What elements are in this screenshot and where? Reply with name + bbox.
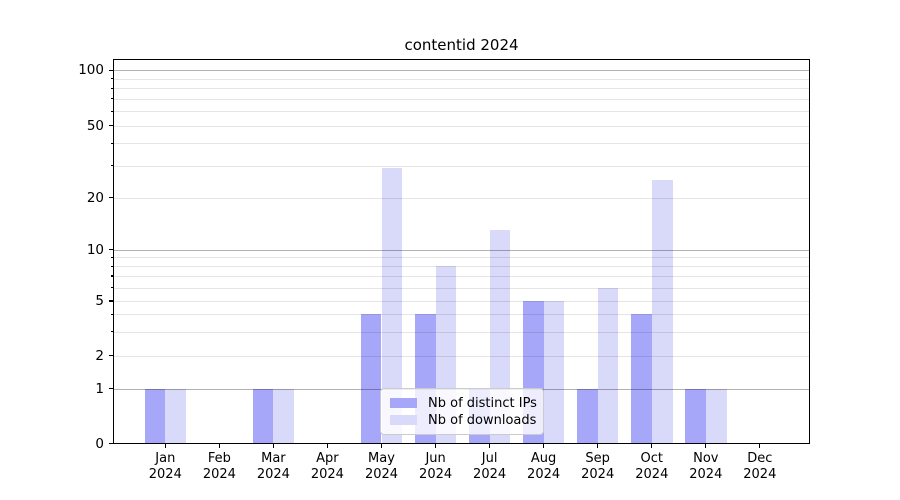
x-tick-apr-2024 <box>326 444 328 448</box>
y-tick-label-2: 2 <box>95 347 104 364</box>
x-tick-label-sep-2024: Sep 2024 <box>581 451 615 482</box>
x-tick-label-jan-2024: Jan 2024 <box>148 451 182 482</box>
x-tick-sep-2024 <box>597 444 599 448</box>
x-tick-nov-2024 <box>705 444 707 448</box>
y-tick-label-10: 10 <box>86 241 104 258</box>
legend: Nb of distinct IPs Nb of downloads <box>380 388 544 435</box>
y-tick-label-100: 100 <box>78 62 104 79</box>
legend-item-distinct-ips: Nb of distinct IPs <box>381 397 543 410</box>
x-tick-aug-2024 <box>543 444 545 448</box>
x-tick-oct-2024 <box>651 444 653 448</box>
x-tick-label-may-2024: May 2024 <box>364 451 399 482</box>
plot-area-border <box>113 59 810 444</box>
x-tick-dec-2024 <box>759 444 761 448</box>
legend-label-downloads: Nb of downloads <box>428 412 537 428</box>
x-tick-jun-2024 <box>434 444 437 448</box>
x-tick-label-apr-2024: Apr 2024 <box>310 451 344 482</box>
x-tick-may-2024 <box>380 444 383 448</box>
x-tick-label-jun-2024: Jun 2024 <box>419 451 453 482</box>
x-tick-jan-2024 <box>164 444 166 448</box>
y-tick-label-20: 20 <box>86 189 104 206</box>
chart-title: contentid 2024 <box>404 36 519 54</box>
x-tick-label-dec-2024: Dec 2024 <box>743 451 777 482</box>
y-tick-label-1: 1 <box>95 380 104 397</box>
x-tick-label-feb-2024: Feb 2024 <box>202 451 236 482</box>
x-tick-feb-2024 <box>218 444 220 448</box>
x-tick-label-oct-2024: Oct 2024 <box>635 451 669 482</box>
x-tick-label-mar-2024: Mar 2024 <box>256 451 290 482</box>
y-tick-label-50: 50 <box>86 117 104 134</box>
x-tick-label-nov-2024: Nov 2024 <box>689 451 723 482</box>
y-tick-label-5: 5 <box>95 293 104 309</box>
x-tick-jul-2024 <box>489 444 491 448</box>
x-tick-label-aug-2024: Aug 2024 <box>527 451 561 482</box>
legend-swatch-distinct-ips <box>390 397 417 409</box>
x-tick-label-jul-2024: Jul 2024 <box>473 451 507 482</box>
legend-label-distinct-ips: Nb of distinct IPs <box>428 395 537 411</box>
x-tick-mar-2024 <box>272 444 274 448</box>
legend-item-downloads: Nb of downloads <box>381 414 543 427</box>
legend-swatch-downloads <box>390 414 417 426</box>
y-tick-label-0: 0 <box>95 435 104 452</box>
